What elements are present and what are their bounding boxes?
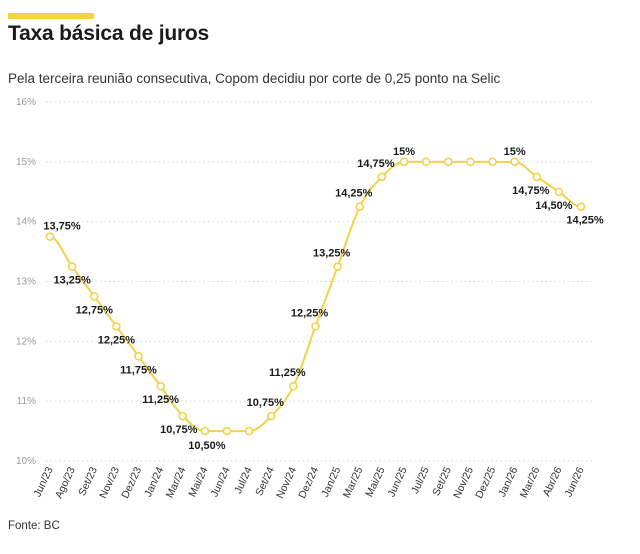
data-label: 12,25%: [291, 307, 329, 319]
data-point: [421, 157, 431, 167]
data-point: [311, 322, 320, 331]
x-tick-label: Jul/25: [409, 465, 432, 496]
data-point: [554, 187, 564, 197]
x-tick-label: Jun/23: [32, 465, 56, 499]
x-tick-label: Mar/25: [341, 465, 366, 500]
x-tick-label: Set/23: [76, 465, 100, 498]
y-tick-label: 16%: [16, 97, 36, 108]
data-label: 15%: [393, 146, 415, 158]
chart-title: Taxa básica de juros: [8, 22, 210, 45]
data-point: [200, 426, 210, 436]
data-point: [466, 157, 475, 167]
data-label: 11,75%: [120, 364, 157, 376]
data-point: [488, 157, 497, 167]
y-axis-ticks: 10% 11% 12% 13% 14% 15% 16%: [16, 97, 36, 467]
data-label: 10,75%: [160, 424, 198, 436]
data-label: 12,25%: [98, 334, 136, 346]
data-label: 10,50%: [188, 440, 226, 452]
data-label: 14,50%: [535, 200, 573, 212]
y-tick-label: 13%: [16, 277, 36, 288]
data-point: [134, 351, 143, 361]
y-tick-label: 12%: [16, 336, 36, 347]
chart-source: Fonte: BC: [8, 520, 60, 532]
data-label: 11,25%: [142, 394, 179, 406]
x-tick-label: Mai/25: [363, 465, 387, 499]
data-point: [156, 381, 165, 391]
x-tick-label: Jun/26: [563, 465, 587, 499]
title-accent-bar: [8, 13, 94, 19]
data-point: [89, 292, 99, 301]
x-tick-label: Jul/24: [232, 465, 255, 496]
data-point: [377, 172, 387, 182]
x-tick-label: Jan/26: [496, 465, 520, 499]
data-point: [576, 202, 586, 212]
series-path: [49, 160, 582, 433]
data-label: 11,25%: [269, 367, 306, 379]
y-tick-label: 15%: [16, 157, 36, 168]
data-label: 13,75%: [43, 221, 81, 233]
data-point: [510, 157, 519, 167]
y-tick-label: 11%: [17, 396, 36, 407]
x-axis-ticks: Jun/23Ago/23Set/23Nov/23Dez/23Jan/24Mar/…: [32, 465, 587, 500]
y-tick-label: 14%: [16, 217, 36, 228]
data-points: [45, 157, 586, 436]
x-tick-label: Mai/24: [186, 465, 210, 499]
data-point: [112, 322, 121, 331]
data-label: 10,75%: [247, 397, 285, 409]
data-point: [443, 157, 453, 167]
data-point: [289, 381, 298, 391]
y-tick-label: 10%: [16, 456, 36, 467]
data-point: [532, 172, 542, 182]
series-line: [49, 160, 582, 433]
data-point: [45, 232, 55, 241]
data-point: [399, 157, 409, 167]
data-point: [333, 262, 342, 271]
x-tick-label: Jun/24: [209, 465, 233, 499]
data-point: [355, 202, 365, 212]
x-tick-label: Ago/23: [53, 465, 78, 500]
data-point: [244, 426, 254, 436]
data-point: [178, 411, 188, 421]
data-label: 14,75%: [357, 158, 395, 170]
x-tick-label: Dez/23: [119, 465, 144, 500]
data-label: 14,25%: [335, 188, 373, 200]
data-label: 12,75%: [76, 304, 114, 316]
data-point: [266, 411, 276, 421]
x-tick-label: Jun/25: [386, 465, 410, 499]
data-label: 13,25%: [313, 248, 351, 260]
data-labels: 13,75% 13,25% 12,75% 12,25% 11,75% 11,25% 10,7…: [43, 146, 604, 452]
data-point: [67, 262, 77, 271]
x-tick-label: Set/25: [430, 465, 454, 498]
grid-lines: [46, 101, 592, 462]
data-label: 15%: [504, 146, 526, 158]
x-tick-label: Dez/24: [296, 465, 321, 500]
x-tick-label: Mar/24: [164, 465, 189, 500]
data-point: [222, 426, 232, 436]
x-tick-label: Jan/24: [142, 465, 166, 499]
data-label: 14,25%: [566, 215, 604, 227]
line-chart: 10% 11% 12% 13% 14% 15% 16% Jun/23Ago/23Set/23…: [16, 97, 604, 500]
x-tick-label: Jan/25: [319, 465, 343, 499]
x-tick-label: Set/24: [253, 465, 277, 498]
x-tick-label: Dez/25: [473, 465, 498, 500]
data-label: 14,75%: [512, 185, 550, 197]
chart-subtitle: Pela terceira reunião consecutiva, Copom…: [8, 71, 501, 86]
data-label: 13,25%: [53, 275, 91, 287]
x-tick-label: Mar/26: [518, 465, 543, 500]
x-tick-label: Abr/26: [541, 465, 565, 498]
